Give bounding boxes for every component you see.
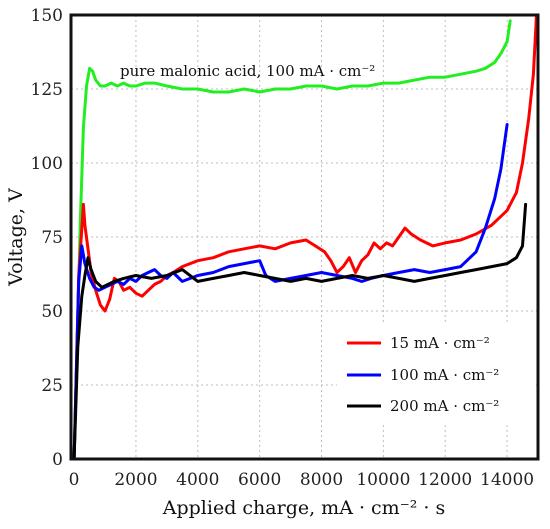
y-tick-label: 50: [41, 302, 63, 322]
x-tick-label: 2000: [114, 470, 157, 490]
x-tick-label: 6000: [238, 470, 281, 490]
y-axis-label: Voltage, V: [5, 188, 27, 287]
series-line-2: [72, 202, 528, 461]
y-tick-label: 0: [52, 450, 63, 470]
x-tick-label: 0: [69, 470, 80, 490]
x-tick-label: 12000: [418, 470, 472, 490]
y-tick-label: 125: [31, 80, 63, 100]
tick-labels: 0 2000 4000 6000 8000 10000 12000 14000 0 25 50 75 1…: [31, 6, 535, 490]
x-tick-label: 4000: [176, 470, 219, 490]
series-line-0: [72, 13, 538, 461]
legend: 15 mA · cm⁻² 100 mA · cm⁻² 200 mA · cm⁻²: [337, 322, 533, 422]
x-axis-label: Applied charge, mA · cm⁻² · s: [162, 497, 445, 519]
x-tick-label: 8000: [300, 470, 343, 490]
legend-label-200: 200 mA · cm⁻²: [390, 397, 499, 415]
series-line-3: [72, 19, 512, 461]
legend-label-15: 15 mA · cm⁻²: [390, 334, 490, 352]
annotation-label: pure malonic acid, 100 mA · cm⁻²: [120, 62, 375, 80]
plot-frame: [69, 13, 540, 461]
y-tick-label: 100: [31, 154, 63, 174]
x-tick-label: 10000: [356, 470, 410, 490]
x-tick-label: 14000: [480, 470, 534, 490]
y-tick-label: 150: [31, 6, 63, 26]
series-layer: [72, 13, 538, 461]
legend-label-100: 100 mA · cm⁻²: [390, 366, 499, 384]
y-tick-label: 25: [41, 376, 63, 396]
y-tick-label: 75: [41, 228, 63, 248]
